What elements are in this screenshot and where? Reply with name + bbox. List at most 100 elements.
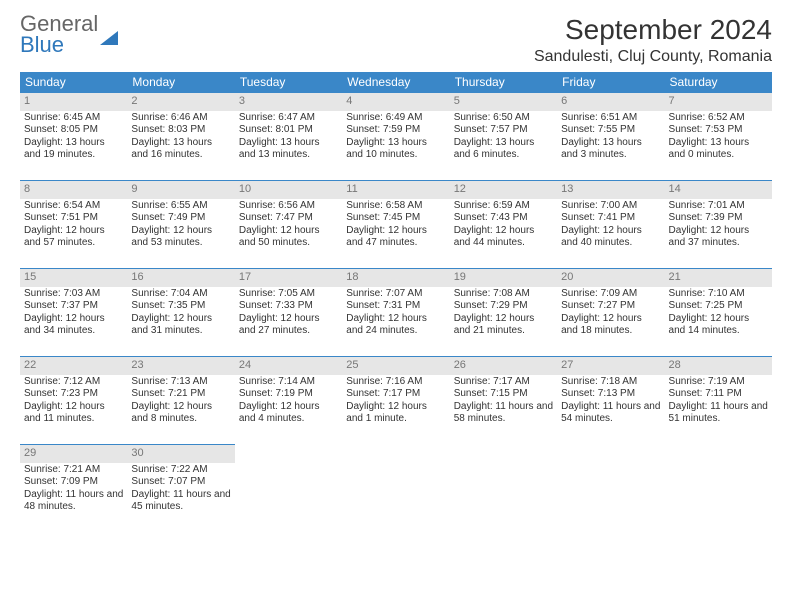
- daylight-line: Daylight: 12 hours and 57 minutes.: [24, 225, 123, 250]
- weekday-header: Friday: [557, 72, 664, 93]
- weekday-header: Sunday: [20, 72, 127, 93]
- sunrise-line: Sunrise: 7:19 AM: [669, 376, 768, 389]
- sunrise-line: Sunrise: 7:08 AM: [454, 288, 553, 301]
- sunset-line: Sunset: 7:59 PM: [346, 124, 445, 137]
- calendar-day-cell: 18Sunrise: 7:07 AMSunset: 7:31 PMDayligh…: [342, 269, 449, 357]
- calendar-day-cell: 9Sunrise: 6:55 AMSunset: 7:49 PMDaylight…: [127, 181, 234, 269]
- sunrise-line: Sunrise: 7:22 AM: [131, 464, 230, 477]
- sunset-line: Sunset: 7:07 PM: [131, 476, 230, 489]
- calendar-day-cell: 25Sunrise: 7:16 AMSunset: 7:17 PMDayligh…: [342, 357, 449, 445]
- calendar-day-cell: 21Sunrise: 7:10 AMSunset: 7:25 PMDayligh…: [665, 269, 772, 357]
- day-number: 22: [20, 357, 127, 375]
- day-number: 8: [20, 181, 127, 199]
- calendar-day-cell: [450, 445, 557, 533]
- daylight-line: Daylight: 12 hours and 31 minutes.: [131, 313, 230, 338]
- sunset-line: Sunset: 7:33 PM: [239, 300, 338, 313]
- calendar-day-cell: 15Sunrise: 7:03 AMSunset: 7:37 PMDayligh…: [20, 269, 127, 357]
- day-number: 7: [665, 93, 772, 111]
- sunset-line: Sunset: 7:43 PM: [454, 212, 553, 225]
- daylight-line: Daylight: 12 hours and 47 minutes.: [346, 225, 445, 250]
- daylight-line: Daylight: 13 hours and 0 minutes.: [669, 137, 768, 162]
- calendar-day-cell: [342, 445, 449, 533]
- calendar-day-cell: 19Sunrise: 7:08 AMSunset: 7:29 PMDayligh…: [450, 269, 557, 357]
- calendar-day-cell: 6Sunrise: 6:51 AMSunset: 7:55 PMDaylight…: [557, 93, 664, 181]
- daylight-line: Daylight: 13 hours and 6 minutes.: [454, 137, 553, 162]
- sunset-line: Sunset: 7:21 PM: [131, 388, 230, 401]
- daylight-line: Daylight: 13 hours and 19 minutes.: [24, 137, 123, 162]
- sunset-line: Sunset: 7:53 PM: [669, 124, 768, 137]
- day-number: 4: [342, 93, 449, 111]
- daylight-line: Daylight: 12 hours and 37 minutes.: [669, 225, 768, 250]
- calendar-day-cell: 27Sunrise: 7:18 AMSunset: 7:13 PMDayligh…: [557, 357, 664, 445]
- daylight-line: Daylight: 12 hours and 44 minutes.: [454, 225, 553, 250]
- day-number: 13: [557, 181, 664, 199]
- sunset-line: Sunset: 7:11 PM: [669, 388, 768, 401]
- day-number: 5: [450, 93, 557, 111]
- sunset-line: Sunset: 7:49 PM: [131, 212, 230, 225]
- day-number: 6: [557, 93, 664, 111]
- calendar-day-cell: 3Sunrise: 6:47 AMSunset: 8:01 PMDaylight…: [235, 93, 342, 181]
- calendar-day-cell: 20Sunrise: 7:09 AMSunset: 7:27 PMDayligh…: [557, 269, 664, 357]
- calendar-week-row: 1Sunrise: 6:45 AMSunset: 8:05 PMDaylight…: [20, 93, 772, 181]
- daylight-line: Daylight: 13 hours and 13 minutes.: [239, 137, 338, 162]
- sunset-line: Sunset: 7:55 PM: [561, 124, 660, 137]
- sunrise-line: Sunrise: 6:46 AM: [131, 112, 230, 125]
- sunset-line: Sunset: 8:05 PM: [24, 124, 123, 137]
- sunrise-line: Sunrise: 6:55 AM: [131, 200, 230, 213]
- sunrise-line: Sunrise: 7:13 AM: [131, 376, 230, 389]
- day-number: 21: [665, 269, 772, 287]
- sunrise-line: Sunrise: 7:01 AM: [669, 200, 768, 213]
- day-number: 11: [342, 181, 449, 199]
- calendar-day-cell: 22Sunrise: 7:12 AMSunset: 7:23 PMDayligh…: [20, 357, 127, 445]
- day-number: 30: [127, 445, 234, 463]
- calendar-day-cell: [665, 445, 772, 533]
- sunset-line: Sunset: 7:29 PM: [454, 300, 553, 313]
- daylight-line: Daylight: 12 hours and 14 minutes.: [669, 313, 768, 338]
- sunset-line: Sunset: 7:27 PM: [561, 300, 660, 313]
- daylight-line: Daylight: 12 hours and 27 minutes.: [239, 313, 338, 338]
- calendar-day-cell: [557, 445, 664, 533]
- sunrise-line: Sunrise: 7:04 AM: [131, 288, 230, 301]
- day-number: 23: [127, 357, 234, 375]
- calendar-day-cell: 5Sunrise: 6:50 AMSunset: 7:57 PMDaylight…: [450, 93, 557, 181]
- sunset-line: Sunset: 7:13 PM: [561, 388, 660, 401]
- sunrise-line: Sunrise: 6:49 AM: [346, 112, 445, 125]
- calendar-day-cell: 29Sunrise: 7:21 AMSunset: 7:09 PMDayligh…: [20, 445, 127, 533]
- calendar-week-row: 22Sunrise: 7:12 AMSunset: 7:23 PMDayligh…: [20, 357, 772, 445]
- sunrise-line: Sunrise: 6:52 AM: [669, 112, 768, 125]
- calendar-day-cell: 8Sunrise: 6:54 AMSunset: 7:51 PMDaylight…: [20, 181, 127, 269]
- weekday-header: Monday: [127, 72, 234, 93]
- sunrise-line: Sunrise: 7:18 AM: [561, 376, 660, 389]
- sunrise-line: Sunrise: 7:05 AM: [239, 288, 338, 301]
- calendar-day-cell: 16Sunrise: 7:04 AMSunset: 7:35 PMDayligh…: [127, 269, 234, 357]
- calendar-day-cell: 1Sunrise: 6:45 AMSunset: 8:05 PMDaylight…: [20, 93, 127, 181]
- logo-triangle-icon: [100, 31, 118, 45]
- sunrise-line: Sunrise: 6:50 AM: [454, 112, 553, 125]
- page-header: General Blue September 2024 Sandulesti, …: [20, 14, 772, 66]
- calendar-day-cell: 17Sunrise: 7:05 AMSunset: 7:33 PMDayligh…: [235, 269, 342, 357]
- weekday-header: Saturday: [665, 72, 772, 93]
- calendar-day-cell: 14Sunrise: 7:01 AMSunset: 7:39 PMDayligh…: [665, 181, 772, 269]
- daylight-line: Daylight: 13 hours and 3 minutes.: [561, 137, 660, 162]
- sunrise-line: Sunrise: 7:12 AM: [24, 376, 123, 389]
- calendar-week-row: 15Sunrise: 7:03 AMSunset: 7:37 PMDayligh…: [20, 269, 772, 357]
- calendar-week-row: 29Sunrise: 7:21 AMSunset: 7:09 PMDayligh…: [20, 445, 772, 533]
- sunrise-line: Sunrise: 6:56 AM: [239, 200, 338, 213]
- daylight-line: Daylight: 12 hours and 4 minutes.: [239, 401, 338, 426]
- day-number: 10: [235, 181, 342, 199]
- sunrise-line: Sunrise: 6:54 AM: [24, 200, 123, 213]
- sunset-line: Sunset: 7:15 PM: [454, 388, 553, 401]
- daylight-line: Daylight: 12 hours and 21 minutes.: [454, 313, 553, 338]
- daylight-line: Daylight: 12 hours and 50 minutes.: [239, 225, 338, 250]
- sunrise-line: Sunrise: 7:00 AM: [561, 200, 660, 213]
- daylight-line: Daylight: 12 hours and 24 minutes.: [346, 313, 445, 338]
- sunrise-line: Sunrise: 7:16 AM: [346, 376, 445, 389]
- logo: General Blue: [20, 14, 118, 56]
- calendar-day-cell: 28Sunrise: 7:19 AMSunset: 7:11 PMDayligh…: [665, 357, 772, 445]
- sunset-line: Sunset: 7:31 PM: [346, 300, 445, 313]
- day-number: 14: [665, 181, 772, 199]
- day-number: 12: [450, 181, 557, 199]
- sunset-line: Sunset: 7:51 PM: [24, 212, 123, 225]
- day-number: 26: [450, 357, 557, 375]
- sunset-line: Sunset: 7:17 PM: [346, 388, 445, 401]
